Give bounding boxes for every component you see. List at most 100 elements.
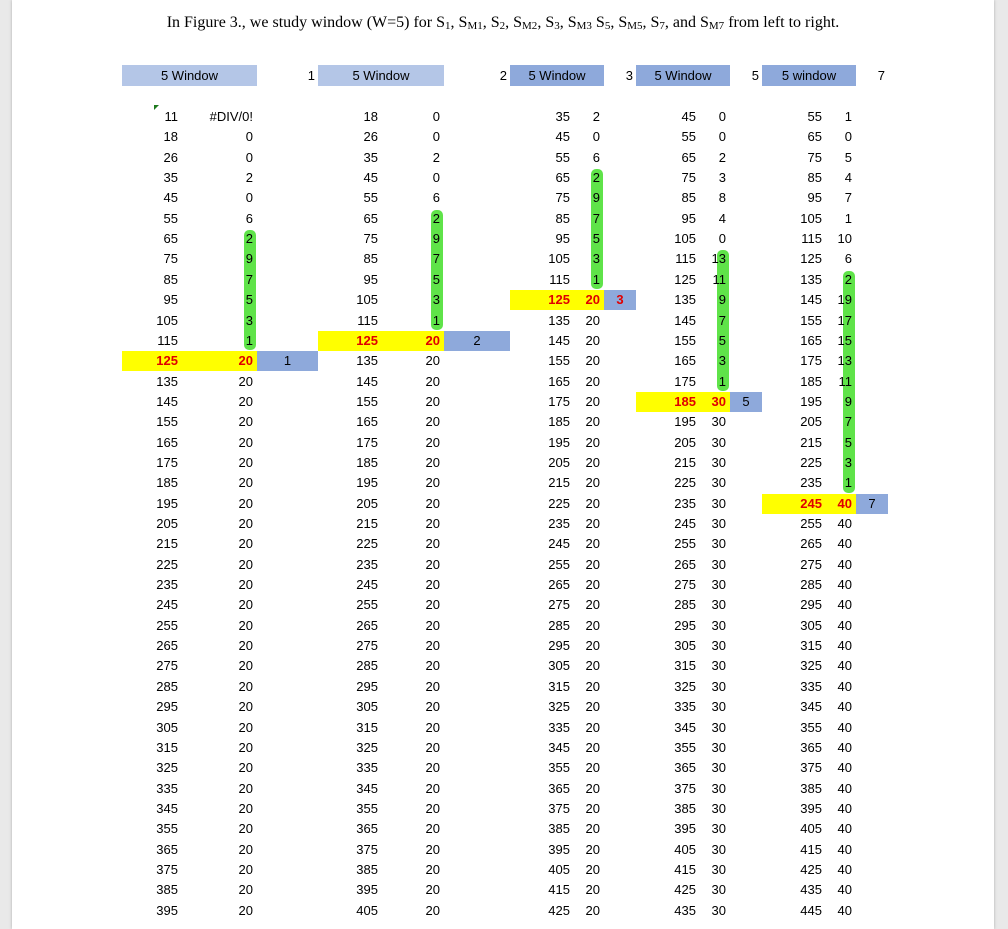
series-cell: 295 xyxy=(156,699,178,715)
series-cell: 235 xyxy=(800,475,822,491)
series-cell: 85 xyxy=(163,271,178,287)
series-cell: 335 xyxy=(356,760,378,776)
value-cell: 30 xyxy=(711,739,726,755)
series-cell: 165 xyxy=(548,373,570,389)
value-cell: 20 xyxy=(425,617,440,633)
series-cell: 345 xyxy=(156,800,178,816)
value-cell: 40 xyxy=(837,678,852,694)
value-cell: 5 xyxy=(432,271,440,287)
value-cell: 20 xyxy=(425,536,440,552)
value-cell: 40 xyxy=(837,617,852,633)
series-cell: 65 xyxy=(681,149,696,165)
series-cell: 345 xyxy=(548,739,570,755)
value-cell: 10 xyxy=(837,231,852,247)
value-cell: 20 xyxy=(238,739,253,755)
series-cell: 55 xyxy=(363,190,378,206)
series-cell: 125 xyxy=(674,271,696,287)
value-cell: 30 xyxy=(711,882,726,898)
series-cell: 115 xyxy=(357,312,378,328)
series-cell: 55 xyxy=(807,109,822,124)
value-cell: 20 xyxy=(585,536,600,552)
value-cell: 9 xyxy=(844,393,852,409)
series-cell: 405 xyxy=(356,902,378,918)
value-cell: 20 xyxy=(425,597,440,613)
series-cell: 235 xyxy=(156,577,178,593)
series-cell: 305 xyxy=(156,719,178,735)
value-cell: 20 xyxy=(238,699,253,715)
series-cell: 115 xyxy=(675,251,696,267)
series-cell: 125 xyxy=(800,251,822,267)
series-cell: 245 xyxy=(800,495,822,511)
value-cell: 20 xyxy=(238,353,253,369)
series-cell: 345 xyxy=(800,699,822,715)
value-cell: 20 xyxy=(585,882,600,898)
highlight-row xyxy=(510,290,604,311)
value-cell: 20 xyxy=(585,617,600,633)
green-highlight-mark xyxy=(431,209,443,330)
value-cell: 4 xyxy=(718,210,726,226)
series-cell: 205 xyxy=(674,434,696,450)
series-cell: 185 xyxy=(674,393,696,409)
value-cell: 20 xyxy=(585,312,600,328)
value-cell: 20 xyxy=(238,577,253,593)
series-cell: 55 xyxy=(555,149,570,165)
value-cell: 20 xyxy=(425,516,440,531)
window-header-label: 5 Window xyxy=(318,65,444,86)
window-marker-cell: 7 xyxy=(856,493,888,514)
window-header-number: 2 xyxy=(499,68,507,83)
value-cell: 2 xyxy=(245,170,253,186)
value-cell: 1 xyxy=(245,332,253,348)
series-cell: 275 xyxy=(800,556,822,572)
value-cell: 0 xyxy=(432,129,440,145)
series-cell: 365 xyxy=(356,821,378,837)
value-cell: 40 xyxy=(837,841,852,857)
series-cell: 355 xyxy=(548,760,570,776)
value-cell: 20 xyxy=(585,739,600,755)
series-cell: 255 xyxy=(548,556,570,572)
value-cell: 7 xyxy=(844,414,852,430)
value-cell: 20 xyxy=(585,434,600,450)
value-cell: 30 xyxy=(711,902,726,918)
figure-caption: In Figure 3., we study window (W=5) for … xyxy=(166,14,840,32)
series-cell: 265 xyxy=(674,556,696,572)
series-cell: 395 xyxy=(356,882,378,898)
value-cell: 20 xyxy=(425,414,440,430)
value-cell: 20 xyxy=(585,902,600,918)
value-cell: 20 xyxy=(585,353,600,369)
value-cell: 5 xyxy=(844,434,852,450)
series-cell: 365 xyxy=(156,841,178,857)
series-cell: 285 xyxy=(548,617,570,633)
value-cell: 20 xyxy=(238,800,253,816)
series-cell: 195 xyxy=(356,475,378,491)
value-cell: 19 xyxy=(837,292,852,308)
value-cell: 20 xyxy=(238,780,253,796)
value-cell: 20 xyxy=(238,821,253,837)
value-cell: 30 xyxy=(711,658,726,674)
value-cell: 0 xyxy=(245,149,253,165)
series-cell: 235 xyxy=(548,516,570,531)
series-cell: 145 xyxy=(800,292,822,308)
window-header-label: 5 Window xyxy=(122,65,257,86)
value-cell: 1 xyxy=(432,312,440,328)
series-cell: 35 xyxy=(163,170,178,186)
value-cell: 30 xyxy=(711,617,726,633)
series-cell: 205 xyxy=(548,454,570,470)
series-cell: 155 xyxy=(356,393,378,409)
series-cell: 185 xyxy=(548,414,570,430)
series-cell: 95 xyxy=(363,271,378,287)
series-cell: 75 xyxy=(163,251,178,267)
value-cell: 20 xyxy=(425,699,440,715)
series-cell: 145 xyxy=(548,332,570,348)
green-highlight-mark xyxy=(244,230,256,351)
series-cell: 405 xyxy=(800,821,822,837)
value-cell: 2 xyxy=(718,149,726,165)
series-cell: 65 xyxy=(363,210,378,226)
series-cell: 315 xyxy=(356,719,378,735)
series-cell: 125 xyxy=(156,353,178,369)
series-cell: 385 xyxy=(548,821,570,837)
value-cell: 20 xyxy=(585,841,600,857)
value-cell: 40 xyxy=(837,597,852,613)
series-cell: 295 xyxy=(356,678,378,694)
series-cell: 65 xyxy=(807,129,822,145)
value-cell: 20 xyxy=(425,719,440,735)
